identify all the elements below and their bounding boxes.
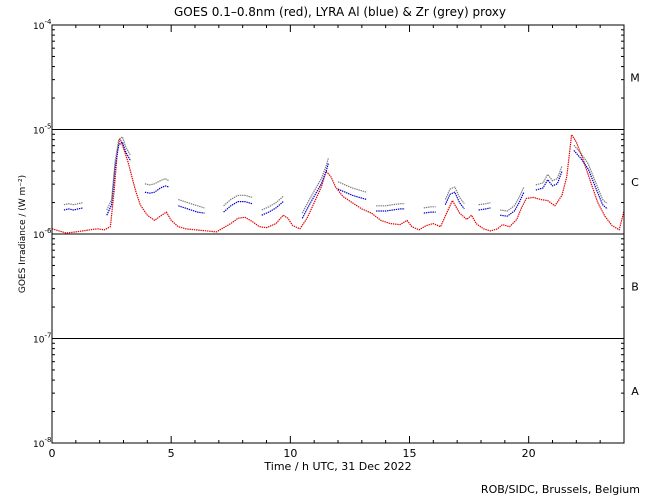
x-tick-label: 20	[522, 447, 536, 460]
chart-title: GOES 0.1–0.8nm (red), LYRA Al (blue) & Z…	[174, 5, 506, 19]
series-1-trace	[423, 211, 436, 214]
x-tick-label: 15	[403, 447, 417, 460]
series-2-trace	[106, 136, 132, 211]
series-2-trace	[376, 203, 405, 207]
flare-class-label: B	[631, 280, 639, 293]
flare-class-boundaries	[52, 129, 624, 339]
series-2-trace	[535, 165, 563, 186]
x-tick-label: 10	[283, 447, 297, 460]
series-1-trace	[573, 150, 608, 210]
series-1-trace	[376, 208, 405, 212]
credit-text: ROB/SIDC, Brussels, Belgium	[480, 483, 640, 496]
series-2-trace	[500, 186, 525, 212]
series-2-trace	[423, 206, 436, 209]
series-1-trace	[223, 201, 253, 213]
series-1-trace	[106, 141, 132, 216]
x-axis-label: Time / h UTC, 31 Dec 2022	[263, 460, 411, 473]
flare-class-labels: M C B A	[630, 71, 640, 398]
y-axis-label: GOES Irradiance / (W m⁻²)	[18, 175, 28, 293]
x-axis: 0 5 10 15 20	[49, 25, 625, 460]
series-1-trace	[337, 188, 367, 201]
series-2-trace	[337, 181, 367, 193]
series-1-trace	[500, 191, 525, 217]
y-tick-label: 10-5	[33, 123, 51, 137]
series-2-trace	[63, 202, 84, 206]
y-axis: 10-4 10-5 10-6 10-7 10-8	[33, 18, 624, 450]
series-1-trace	[63, 207, 84, 211]
series-2-trace	[178, 198, 205, 209]
y-tick-label: 10-6	[33, 227, 52, 241]
series-1-trace	[144, 185, 169, 194]
series-2-trace	[573, 144, 608, 205]
series-2-trace	[478, 202, 491, 206]
y-tick-label: 10-7	[33, 332, 51, 346]
series-2-trace	[301, 157, 330, 214]
series-2-trace	[444, 186, 465, 205]
series-2-trace	[261, 195, 284, 211]
series-1-trace	[261, 201, 284, 216]
series-2-trace	[144, 178, 170, 186]
flare-class-label: M	[630, 71, 640, 84]
flare-class-label: A	[631, 385, 639, 398]
y-tick-label: 10-4	[33, 18, 52, 32]
flare-class-label: C	[631, 176, 639, 189]
series-1-trace	[478, 207, 491, 211]
series-1-trace	[178, 205, 205, 214]
y-tick-label: 10-8	[33, 436, 51, 450]
series-1-trace	[535, 171, 563, 191]
x-tick-label: 0	[49, 447, 56, 460]
series-1-trace	[444, 191, 465, 210]
series-layer	[51, 134, 625, 234]
x-tick-label: 5	[168, 447, 175, 460]
series-2-trace	[223, 194, 253, 207]
series-0-trace	[51, 134, 625, 234]
